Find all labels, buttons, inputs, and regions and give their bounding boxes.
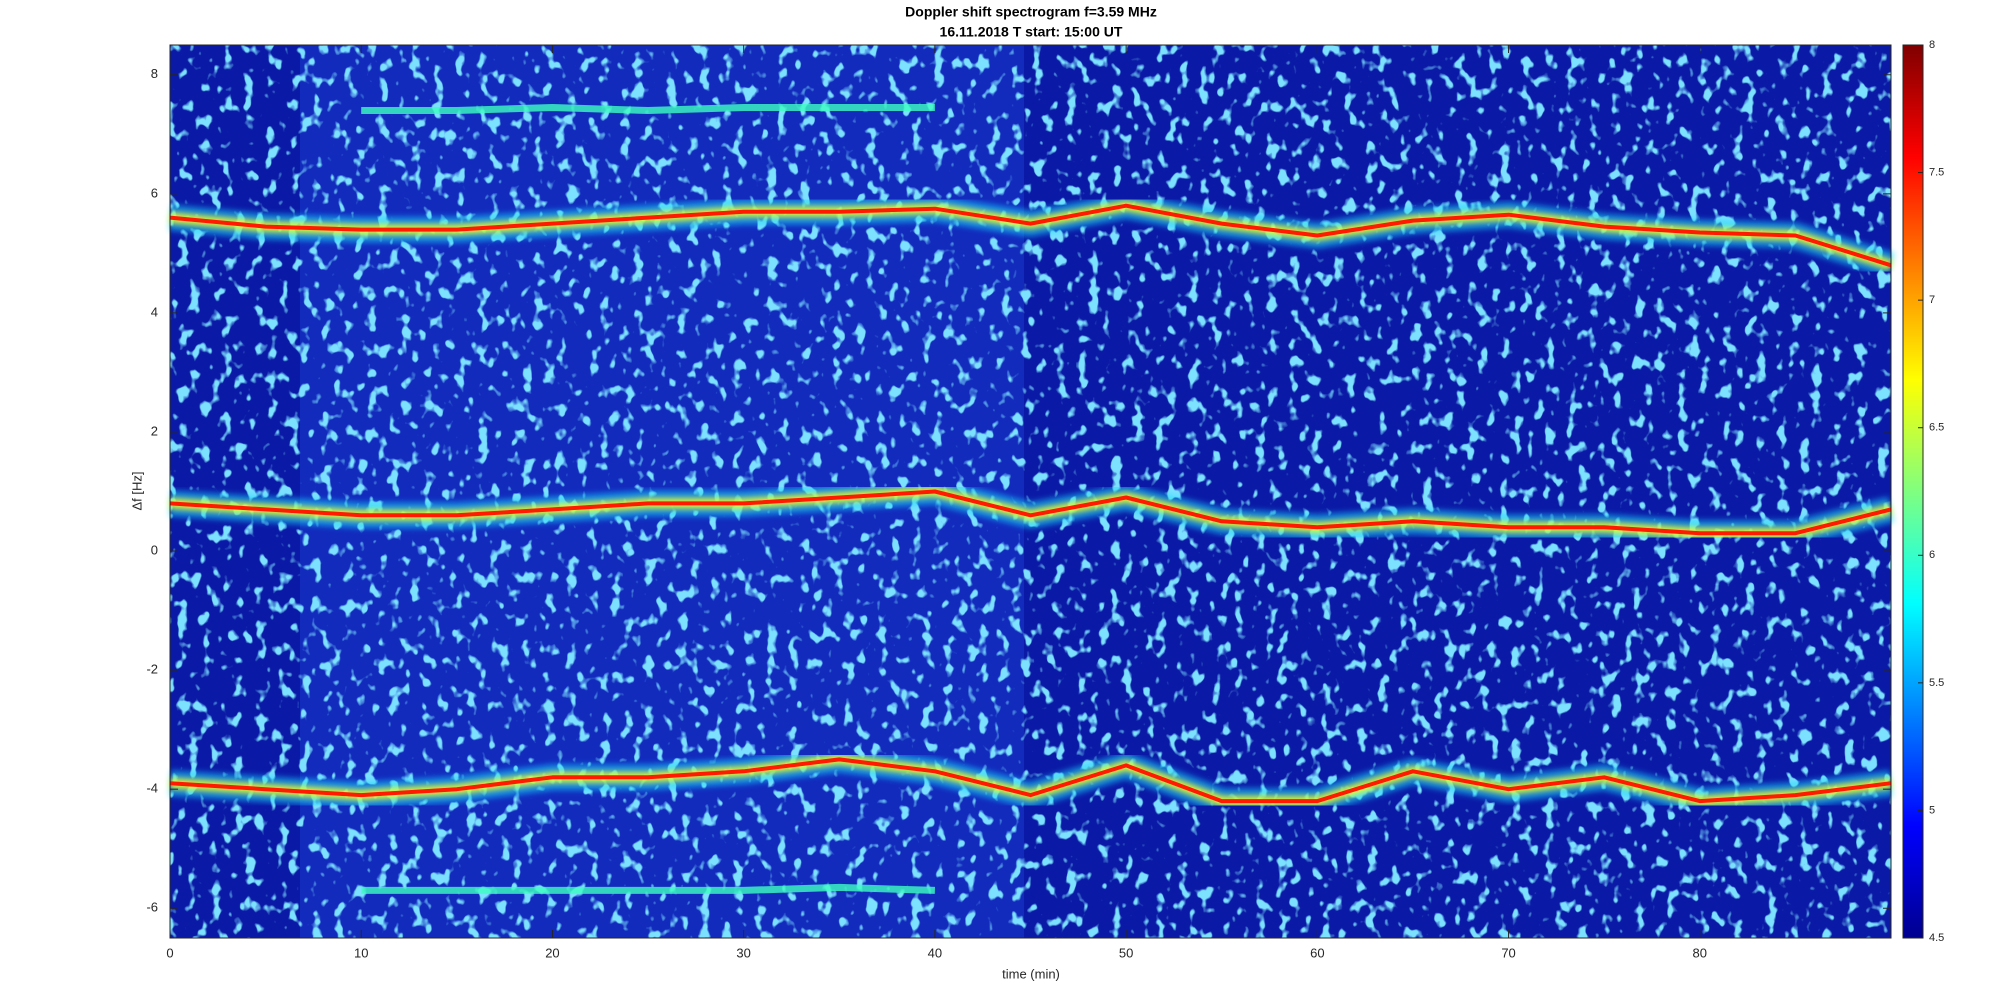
x-tick-label: 60 [1310, 945, 1324, 960]
colorbar-tick-label: 6 [1929, 549, 1935, 561]
x-tick-label: 70 [1501, 945, 1515, 960]
plot-frame [169, 44, 1892, 939]
colorbar-tick-label: 5 [1929, 804, 1935, 816]
colorbar-tick-label: 4.5 [1929, 932, 1944, 944]
x-axis-label: time (min) [1002, 966, 1060, 981]
y-tick-label: -2 [146, 662, 158, 677]
y-tick-label: 6 [151, 185, 158, 200]
colorbar-tick-label: 8 [1929, 39, 1935, 51]
x-tick-label: 20 [545, 945, 559, 960]
x-tick-label: 80 [1693, 945, 1707, 960]
chart-title: Doppler shift spectrogram f=3.59 MHz [905, 4, 1157, 20]
traces [168, 104, 1895, 894]
colorbar-tick-label: 7 [1929, 294, 1935, 306]
trace [361, 883, 936, 894]
colorbar-tick-label: 5.5 [1929, 677, 1944, 689]
y-tick-label: 0 [151, 542, 158, 557]
colorbar [1902, 44, 1924, 939]
trace [169, 757, 1892, 804]
y-tick-label: 4 [151, 304, 158, 319]
chart-subtitle: 16.11.2018 T start: 15:00 UT [940, 24, 1123, 40]
x-tick-label: 30 [736, 945, 750, 960]
y-tick-label: 8 [151, 66, 158, 81]
y-tick-label: -4 [146, 781, 158, 796]
y-axis-label: Δf [Hz] [129, 471, 144, 510]
trace [169, 203, 1892, 268]
colorbar-tick-label: 6.5 [1929, 422, 1944, 434]
y-tick-label: -6 [146, 900, 158, 915]
trace [169, 489, 1892, 536]
colorbar-tick-label: 7.5 [1929, 166, 1944, 178]
x-tick-label: 50 [1119, 945, 1133, 960]
x-tick-label: 40 [928, 945, 942, 960]
trace [361, 104, 935, 114]
y-tick-label: 2 [151, 423, 158, 438]
x-tick-label: 10 [354, 945, 368, 960]
x-tick-label: 0 [166, 945, 173, 960]
